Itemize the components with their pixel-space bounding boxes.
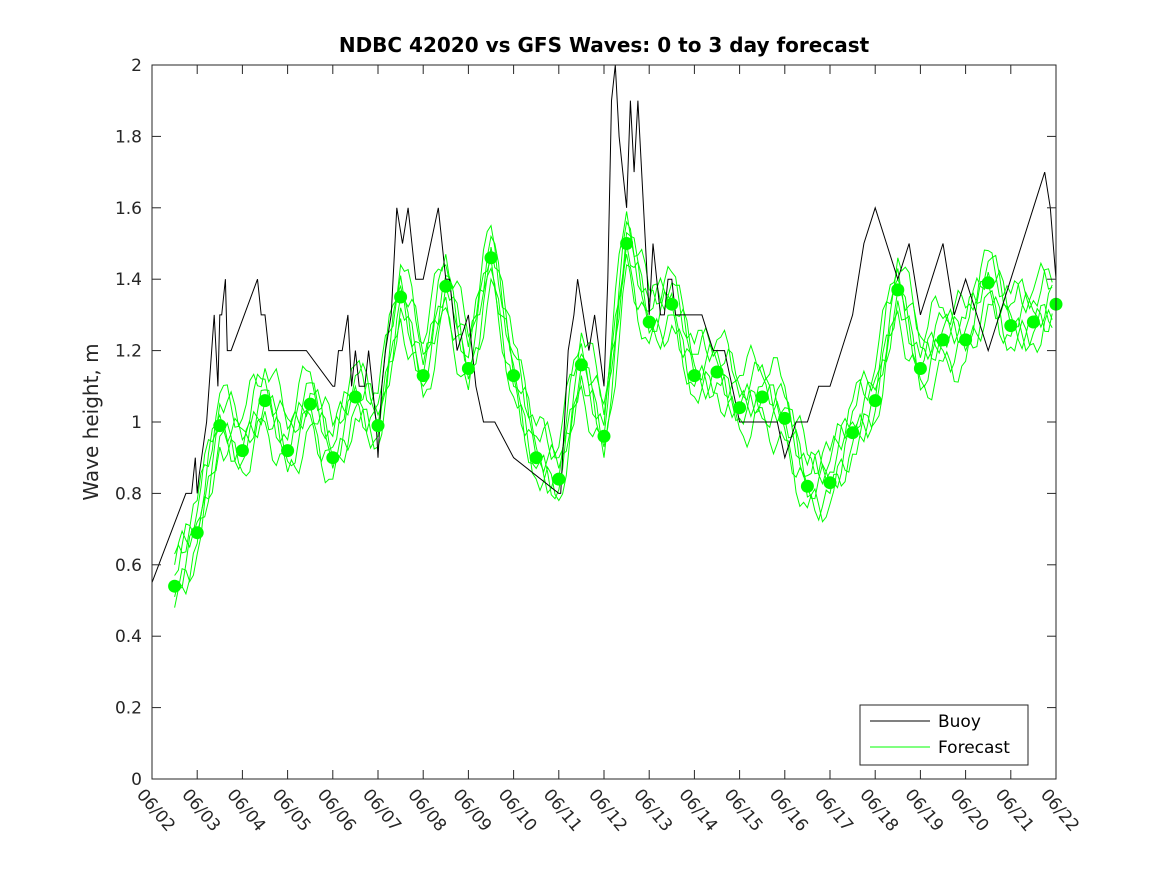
x-tick-label: 06/02 — [132, 785, 179, 835]
x-tick-label: 06/11 — [539, 785, 586, 835]
legend-label-forecast: Forecast — [938, 738, 1010, 758]
forecast-ensemble-line — [174, 231, 1053, 576]
forecast-point — [394, 290, 408, 304]
x-tick-label: 06/05 — [268, 785, 315, 835]
forecast-point — [258, 394, 272, 408]
forecast-point — [168, 579, 182, 593]
forecast-point — [665, 297, 679, 311]
forecast-point — [552, 472, 566, 486]
y-tick-label: 1.2 — [115, 342, 142, 362]
y-tick-label: 0.2 — [115, 699, 142, 719]
x-tick-label: 06/19 — [901, 785, 948, 835]
x-tick-label: 06/10 — [494, 785, 541, 835]
x-tick-label: 06/12 — [584, 785, 631, 835]
x-tick-label: 06/17 — [810, 785, 857, 835]
x-tick-label: 06/18 — [855, 785, 902, 835]
x-tick-label: 06/16 — [765, 785, 812, 835]
forecast-point — [190, 526, 204, 540]
forecast-ensemble-line — [174, 243, 1053, 590]
y-tick-label: 0 — [131, 770, 142, 790]
forecast-point — [281, 444, 295, 458]
legend: Buoy Forecast — [859, 704, 1029, 766]
x-tick-label: 06/04 — [223, 785, 270, 835]
forecast-point — [959, 333, 973, 347]
x-tick-label: 06/07 — [358, 785, 405, 835]
forecast-point — [755, 390, 769, 404]
forecast-point — [778, 411, 792, 425]
forecast-point — [484, 251, 498, 265]
forecast-ensemble-line — [174, 220, 1053, 565]
x-tick-label: 06/09 — [449, 785, 496, 835]
forecast-point — [461, 362, 475, 375]
buoy-series-line — [151, 64, 1057, 583]
forecast-point — [846, 426, 860, 440]
x-tick-label: 06/21 — [991, 785, 1038, 835]
forecast-point — [235, 444, 249, 458]
y-axis: 0 0.2 0.4 0.6 0.8 1 1.2 1.4 1.6 1.8 2 — [115, 56, 1056, 790]
forecast-point — [642, 315, 656, 329]
forecast-point — [1026, 315, 1040, 329]
x-tick-label: 06/08 — [403, 785, 450, 835]
legend-box — [859, 704, 1029, 766]
forecast-point — [213, 419, 227, 433]
y-tick-label: 1.6 — [115, 199, 142, 219]
forecast-point — [574, 358, 588, 372]
forecast-point — [348, 390, 362, 404]
forecast-point — [439, 279, 453, 293]
forecast-markers — [168, 237, 1063, 593]
y-tick-label: 1 — [131, 413, 142, 433]
y-tick-label: 0.6 — [115, 556, 142, 576]
chart-title: NDBC 42020 vs GFS Waves: 0 to 3 day fore… — [339, 33, 870, 57]
forecast-point — [981, 276, 995, 290]
y-tick-label: 1.4 — [115, 270, 142, 290]
forecast-point — [823, 476, 837, 490]
legend-label-buoy: Buoy — [938, 712, 981, 732]
forecast-point — [891, 283, 905, 297]
forecast-point — [868, 394, 882, 408]
forecast-point — [507, 369, 521, 383]
forecast-ensemble-lines — [174, 211, 1053, 608]
forecast-point — [800, 479, 814, 493]
x-tick-label: 06/15 — [720, 785, 767, 835]
y-axis-label: Wave height, m — [79, 343, 103, 500]
x-tick-label: 06/03 — [177, 785, 224, 835]
forecast-point — [371, 419, 385, 433]
forecast-point — [687, 369, 701, 383]
x-tick-label: 06/20 — [946, 785, 993, 835]
forecast-point — [303, 397, 317, 411]
forecast-point — [733, 401, 747, 415]
y-tick-label: 0.8 — [115, 484, 142, 504]
forecast-point — [620, 237, 634, 250]
forecast-point — [1004, 319, 1018, 333]
forecast-ensemble-line — [174, 254, 1053, 598]
series-layer — [151, 64, 1057, 583]
forecast-point — [597, 429, 611, 443]
forecast-ensemble-line — [174, 211, 1053, 555]
y-tick-label: 0.4 — [115, 627, 142, 647]
x-tick-label: 06/06 — [313, 785, 360, 835]
x-tick-label: 06/13 — [629, 785, 676, 835]
forecast-point — [529, 451, 543, 465]
forecast-point — [913, 362, 927, 375]
forecast-point — [936, 333, 950, 347]
y-tick-label: 1.8 — [115, 127, 142, 147]
x-tick-label: 06/22 — [1036, 785, 1083, 835]
forecast-point — [326, 451, 340, 465]
forecast-point — [710, 365, 724, 379]
x-tick-label: 06/14 — [675, 785, 722, 835]
forecast-point — [416, 369, 430, 383]
y-tick-label: 2 — [131, 56, 142, 76]
